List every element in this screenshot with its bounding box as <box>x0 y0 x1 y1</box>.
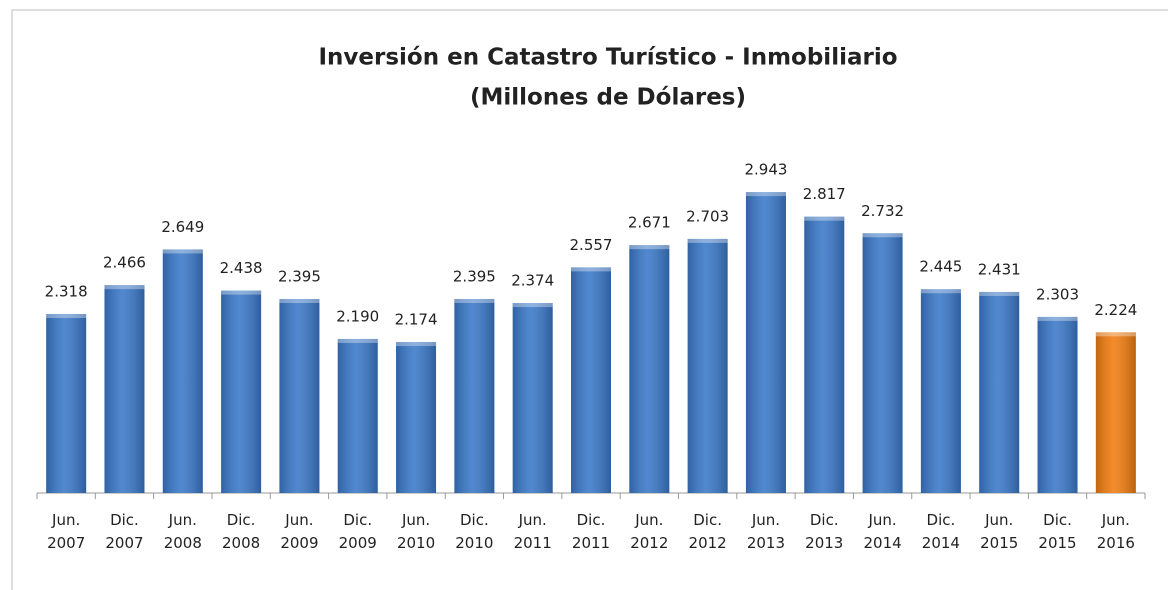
x-tick-label: Dic. 2015 <box>1038 511 1077 552</box>
chart-subtitle: (Millones de Dólares) <box>470 85 746 111</box>
x-tick-label: Jun. 2008 <box>163 511 202 552</box>
bar-cap <box>571 267 611 272</box>
bar-cap <box>745 192 786 197</box>
bar-shade <box>337 338 378 493</box>
bar-shade <box>512 303 553 493</box>
x-tick-label: Dic. 2012 <box>688 511 727 552</box>
bar-cap <box>279 298 320 303</box>
bar-shade <box>162 249 203 493</box>
x-tick-label: Jun. 2012 <box>630 511 669 552</box>
bar-cap <box>337 338 378 343</box>
bar-cap <box>46 313 87 318</box>
bar-cap <box>979 291 1020 296</box>
value-label: 2.431 <box>978 260 1021 278</box>
x-tick-label: Dic. 2014 <box>921 511 960 552</box>
bar-cap <box>920 289 961 294</box>
x-tick-label: Dic. 2011 <box>571 511 611 552</box>
bar-cap <box>396 342 437 347</box>
bar-shade <box>687 238 728 493</box>
x-tick-label: Jun. 2016 <box>1096 511 1135 552</box>
x-tick-label: Dic. 2007 <box>105 511 144 552</box>
bar-cap <box>454 298 495 303</box>
bar-cap <box>512 303 553 308</box>
value-label: 2.671 <box>628 214 671 232</box>
value-label: 2.817 <box>803 185 846 203</box>
value-label: 2.703 <box>686 207 729 225</box>
value-label: 2.732 <box>861 202 904 220</box>
value-label: 2.395 <box>453 267 496 285</box>
bar-cap <box>221 290 262 295</box>
value-label: 2.466 <box>103 254 146 272</box>
value-label: 2.445 <box>919 258 962 276</box>
bar-shade <box>221 290 262 493</box>
bar-shade <box>745 192 786 494</box>
bar-cap <box>162 249 203 254</box>
bar-shade <box>862 233 903 493</box>
bar-shade <box>629 245 670 493</box>
bar-cap <box>804 216 845 221</box>
bar-shade <box>571 267 611 493</box>
bar-shade <box>979 291 1020 493</box>
value-label: 2.395 <box>278 267 321 285</box>
bar-shade <box>920 289 961 493</box>
x-tick-label: Jun. 2011 <box>513 511 552 552</box>
x-tick-label: Dic. 2013 <box>805 511 844 552</box>
value-label: 2.943 <box>744 161 787 179</box>
x-tick-label: Dic. 2008 <box>222 511 261 552</box>
x-tick-label: Jun. 2007 <box>47 511 86 552</box>
bar-shade <box>804 216 845 493</box>
bar-shade <box>396 342 437 493</box>
bar-shade <box>1037 316 1078 493</box>
chart-title: Inversión en Catastro Turístico - Inmobi… <box>318 45 897 71</box>
value-label: 2.224 <box>1094 301 1137 319</box>
value-label: 2.649 <box>161 218 204 236</box>
bar-shade <box>46 313 87 493</box>
x-tick-label: Jun. 2015 <box>980 511 1019 552</box>
value-label: 2.303 <box>1036 285 1079 303</box>
bar-cap <box>1037 316 1078 321</box>
bar-cap <box>1095 332 1136 337</box>
x-tick-label: Jun. 2010 <box>396 511 436 552</box>
bar-shade <box>1095 332 1136 493</box>
x-tick-label: Jun. 2013 <box>746 511 786 552</box>
bar-cap <box>629 245 670 250</box>
x-tick-label: Jun. 2009 <box>280 511 319 552</box>
bar-shade <box>279 298 320 493</box>
value-label: 2.557 <box>570 236 613 254</box>
x-tick-label: Dic. 2010 <box>455 511 494 552</box>
value-label: 2.190 <box>336 307 379 325</box>
value-label: 2.318 <box>45 282 88 300</box>
bar-cap <box>104 285 145 290</box>
value-label: 2.438 <box>220 259 263 277</box>
value-label: 2.174 <box>395 311 438 329</box>
bar-cap <box>862 233 903 238</box>
x-tick-label: Dic. 2009 <box>338 511 377 552</box>
bar-shade <box>104 285 145 493</box>
bar-cap <box>687 238 728 243</box>
bar-shade <box>454 298 495 493</box>
x-tick-label: Jun. 2014 <box>863 511 902 552</box>
value-label: 2.374 <box>511 272 554 290</box>
